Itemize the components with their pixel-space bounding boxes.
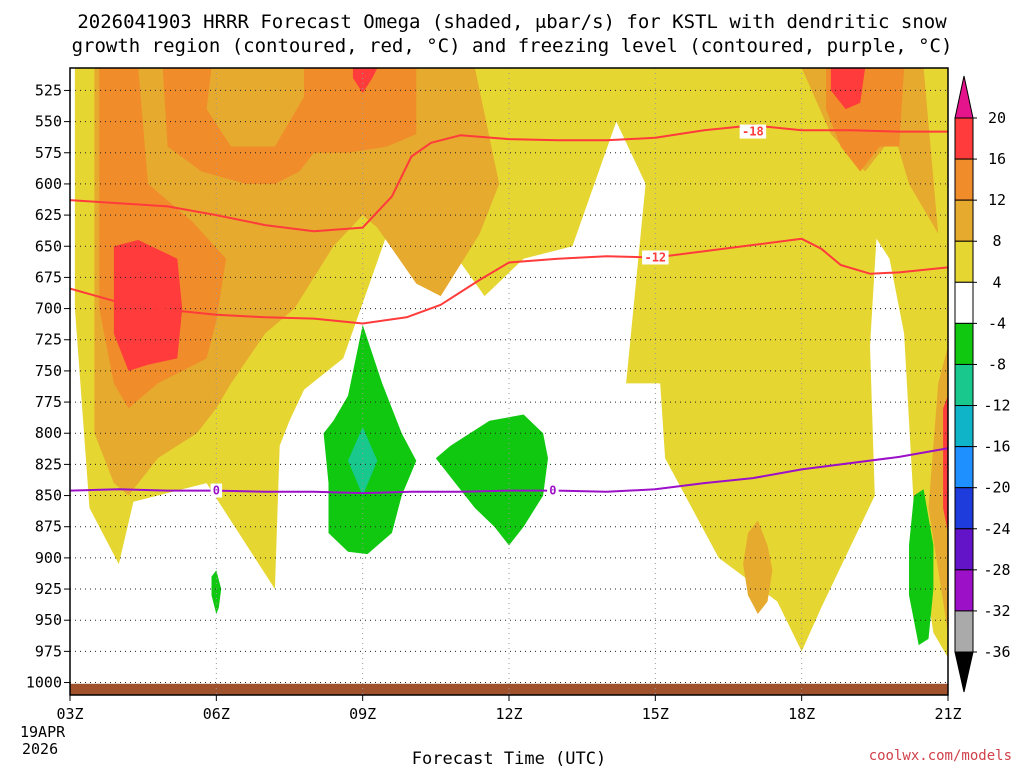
x-axis-sublabel-year: 2026 bbox=[22, 740, 58, 758]
x-axis: 03Z 06Z 09Z 12Z 15Z 18Z 21Z bbox=[56, 695, 962, 723]
y-tick-label: 625 bbox=[35, 206, 62, 224]
colorbar-top-arrow bbox=[954, 75, 974, 119]
colorbar-bottom-arrow bbox=[954, 651, 974, 693]
omega-region-16-11 bbox=[830, 68, 866, 110]
dendritic-contour-label-0: -18 bbox=[742, 125, 764, 139]
dendritic-contour-0 bbox=[70, 124, 948, 233]
colorbar-label: 8 bbox=[992, 232, 1001, 250]
dendritic-contour-1 bbox=[70, 237, 948, 325]
x-tick-label: 06Z bbox=[203, 705, 230, 723]
colorbar-label: -8 bbox=[988, 355, 1006, 373]
omega-region-neg4-15 bbox=[909, 489, 934, 646]
colorbar-label: -32 bbox=[983, 602, 1010, 620]
credit-text: coolwx.com/models bbox=[869, 748, 1012, 764]
omega-region-neg8-16 bbox=[348, 427, 378, 496]
colorbar-label: -24 bbox=[983, 520, 1010, 538]
freezing-level-label-0-bg bbox=[210, 483, 223, 498]
x-tick-label: 03Z bbox=[56, 705, 83, 723]
surface-band bbox=[70, 683, 948, 695]
omega-region-8-5 bbox=[743, 520, 773, 614]
omega-region-neg4-14 bbox=[211, 570, 222, 614]
y-tick-label: 825 bbox=[35, 455, 62, 473]
y-tick-label: 725 bbox=[35, 331, 62, 349]
colorbar-box bbox=[954, 117, 974, 160]
x-tick-label: 15Z bbox=[642, 705, 669, 723]
omega-region-16-8 bbox=[113, 240, 183, 371]
colorbar-box bbox=[954, 322, 974, 365]
y-tick-label: 900 bbox=[35, 549, 62, 567]
colorbar-box bbox=[954, 281, 974, 324]
colorbar-box bbox=[954, 569, 974, 612]
colorbar-box bbox=[954, 405, 974, 448]
y-tick-label: 525 bbox=[35, 81, 62, 99]
omega-region-4-1 bbox=[767, 68, 948, 658]
colorbar-box bbox=[954, 199, 974, 242]
colorbar-box bbox=[954, 610, 974, 653]
colorbar-label: -4 bbox=[988, 314, 1006, 332]
y-tick-label: 925 bbox=[35, 580, 62, 598]
x-axis-sublabel-date: 19APR bbox=[20, 723, 66, 741]
y-tick-label: 675 bbox=[35, 268, 62, 286]
y-tick-label: 750 bbox=[35, 362, 62, 380]
colorbar-label: -36 bbox=[983, 643, 1010, 661]
y-tick-label: 1000 bbox=[26, 674, 62, 692]
colorbar-label: -12 bbox=[983, 397, 1010, 415]
y-tick-label: 650 bbox=[35, 237, 62, 255]
y-tick-label: 950 bbox=[35, 611, 62, 629]
colorbar-box bbox=[954, 528, 974, 571]
y-tick-label: 875 bbox=[35, 518, 62, 536]
omega-region-neg4-12 bbox=[323, 324, 417, 555]
colorbar-box bbox=[954, 240, 974, 283]
colorbar-label: 12 bbox=[988, 191, 1006, 209]
colorbar-label: -16 bbox=[983, 438, 1010, 456]
colorbar-label: 20 bbox=[988, 109, 1006, 127]
y-tick-label: 550 bbox=[35, 113, 62, 131]
chart-title-line2: growth region (contoured, red, °C) and f… bbox=[72, 35, 953, 57]
colorbar-box bbox=[954, 487, 974, 530]
y-tick-label: 700 bbox=[35, 300, 62, 318]
omega-region-16-9 bbox=[352, 68, 378, 93]
colorbar: 20 16 12 8 4 -4 -8 -12 -16 -20 -24 -28 -32 -36 bbox=[954, 75, 1011, 693]
colorbar-box bbox=[954, 363, 974, 407]
omega-shading bbox=[70, 68, 948, 695]
freezing-level-label-1: 0 bbox=[549, 484, 556, 498]
x-tick-label: 18Z bbox=[788, 705, 815, 723]
y-tick-label: 775 bbox=[35, 393, 62, 411]
y-axis: 525 550 575 600 625 650 675 700 725 750 775 800 825 8… bbox=[26, 81, 70, 692]
dendritic-contour-label-1-bg bbox=[642, 250, 669, 265]
y-tick-label: 800 bbox=[35, 424, 62, 442]
colorbar-label: -20 bbox=[983, 479, 1010, 497]
colorbar-label: 16 bbox=[988, 150, 1006, 168]
contour-lines: -18 -12 0 0 bbox=[70, 124, 948, 498]
colorbar-label: 4 bbox=[992, 273, 1001, 291]
omega-region-8-2 bbox=[94, 68, 500, 496]
dendritic-contour-label-0-bg bbox=[739, 124, 767, 139]
x-tick-label: 21Z bbox=[934, 705, 961, 723]
freezing-level-label-0: 0 bbox=[213, 484, 220, 498]
x-tick-label: 12Z bbox=[495, 705, 522, 723]
colorbar-box bbox=[954, 158, 974, 201]
x-tick-label: 09Z bbox=[349, 705, 376, 723]
y-tick-label: 850 bbox=[35, 487, 62, 505]
y-tick-label: 575 bbox=[35, 144, 62, 162]
colorbar-box bbox=[954, 446, 974, 489]
y-tick-label: 600 bbox=[35, 175, 62, 193]
y-tick-label: 975 bbox=[35, 642, 62, 660]
x-axis-title: Forecast Time (UTC) bbox=[412, 749, 606, 768]
chart-title-line1: 2026041903 HRRR Forecast Omega (shaded, … bbox=[77, 11, 947, 33]
dendritic-contour-label-1: -12 bbox=[644, 250, 666, 264]
colorbar-label: -28 bbox=[983, 561, 1010, 579]
omega-region-neg4-13 bbox=[435, 414, 548, 546]
freezing-level-label-1-bg bbox=[547, 483, 559, 498]
